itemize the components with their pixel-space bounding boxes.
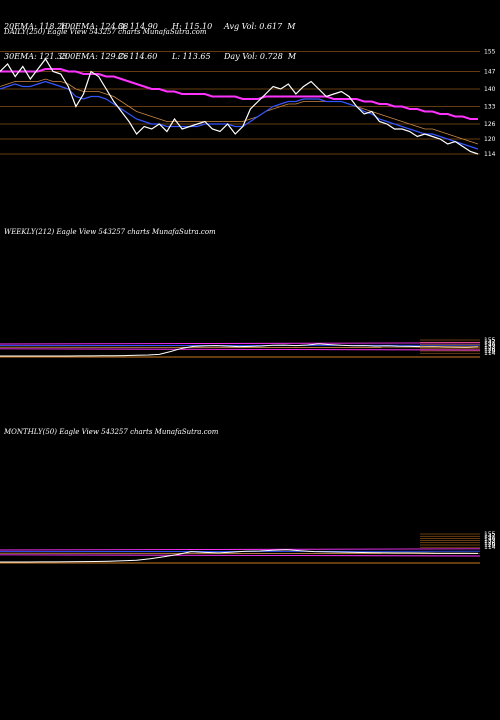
daily-series-line-3 <box>0 68 478 120</box>
high-value: H: 115.10 <box>172 22 213 31</box>
daily-y-tick: 133 <box>484 104 496 111</box>
daily-series-line-0 <box>0 57 479 155</box>
weekly-y-tick: 126 <box>484 346 496 353</box>
weekly-price-line <box>0 343 479 357</box>
ema20-value: 20EMA: 118.26 <box>4 22 68 31</box>
daily-y-tick: 155 <box>484 49 496 56</box>
day-vol-value: Day Vol: 0.728 M <box>224 52 297 61</box>
stats-row-2: 30EMA: 121.33 200EMA: 129.26 C: 114.60 L… <box>4 52 304 62</box>
monthly-y-tick: 147 <box>484 533 496 540</box>
weekly-y-tick: 114 <box>484 350 496 357</box>
monthly-band-line <box>0 554 481 557</box>
daily-series-line-1 <box>0 80 479 150</box>
weekly-band-line <box>0 342 481 345</box>
open-value: O: 114.90 <box>118 22 158 31</box>
daily-y-tick: 140 <box>484 86 496 93</box>
monthly-y-tick: 140 <box>484 535 496 542</box>
monthly-band-line <box>0 548 481 551</box>
daily-series-line-2 <box>0 78 479 145</box>
daily-chart-title: DAILY(250) Eagle View 543257 charts Muna… <box>4 28 207 36</box>
ema200-value: 200EMA: 129.26 <box>60 52 129 61</box>
weekly-y-tick: 147 <box>484 339 496 346</box>
monthly-chart-title: MONTHLY(50) Eagle View 543257 charts Mun… <box>4 428 219 436</box>
monthly-y-tick: 133 <box>484 538 496 545</box>
ema30-value: 30EMA: 121.33 <box>4 52 68 61</box>
daily-y-tick: 147 <box>484 69 496 76</box>
monthly-price-line <box>0 549 479 563</box>
avg-vol-value: Avg Vol: 0.617 M <box>224 22 296 31</box>
weekly-band-line <box>0 348 481 351</box>
daily-y-tick: 114 <box>484 151 496 158</box>
daily-y-tick: 126 <box>484 121 496 128</box>
daily-chart: 155 147 140 133 126 120 114 <box>0 49 496 158</box>
ema100-value: 100EMA: 124.38 <box>60 22 129 31</box>
weekly-y-tick: 140 <box>484 341 496 348</box>
weekly-y-tick: 120 <box>484 348 496 355</box>
daily-y-tick: 120 <box>484 136 496 143</box>
monthly-y-tick: 114 <box>484 544 496 551</box>
monthly-y-tick: 126 <box>484 540 496 547</box>
low-value: L: 113.65 <box>172 52 211 61</box>
weekly-chart-title: WEEKLY(212) Eagle View 543257 charts Mun… <box>4 228 216 236</box>
weekly-y-tick: 133 <box>484 344 496 351</box>
stats-header: 20EMA: 118.26 100EMA: 124.38 O: 114.90 H… <box>4 2 304 72</box>
weekly-y-tick: 155 <box>484 337 496 344</box>
monthly-y-tick: 155 <box>484 531 496 538</box>
stats-row-1: 20EMA: 118.26 100EMA: 124.38 O: 114.90 H… <box>4 22 304 32</box>
monthly-y-tick: 120 <box>484 542 496 549</box>
close-value: C: 114.60 <box>118 52 158 61</box>
